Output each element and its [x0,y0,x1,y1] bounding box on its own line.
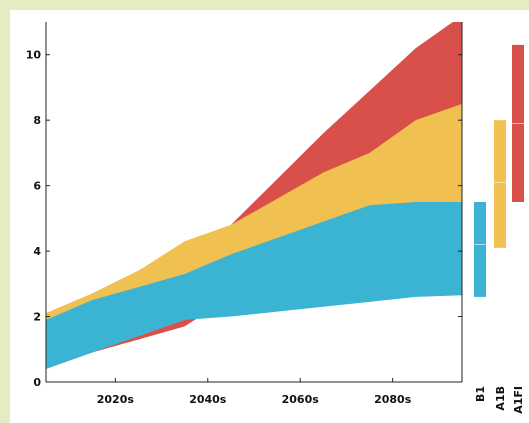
x-tick-label: 2060s [282,393,320,406]
x-tick-label: 2020s [97,393,135,406]
y-tick-label: 2 [33,311,41,324]
range-label-a1b: A1B [494,386,507,411]
y-tick-label: 6 [33,180,41,193]
band-b1 [46,202,462,369]
range-label-b1: B1 [474,386,487,402]
x-tick-label: 2080s [374,393,412,406]
chart-frame: 0 2 4 6 8 10 2020s 2040s 2060s 2080s B1 A1B A1FI [10,10,529,423]
range-bar-b1 [474,202,486,297]
y-tick-label: 4 [33,245,41,258]
range-bar-a1b [494,120,506,248]
range-label-a1fi: A1FI [512,386,525,414]
y-tick-label: 10 [26,49,42,62]
y-tick-label: 8 [33,114,41,127]
chart-svg: 0 2 4 6 8 10 2020s 2040s 2060s 2080s B1 A1B A1FI [26,22,525,414]
x-tick-label: 2040s [189,393,227,406]
y-tick-label: 0 [33,376,41,389]
